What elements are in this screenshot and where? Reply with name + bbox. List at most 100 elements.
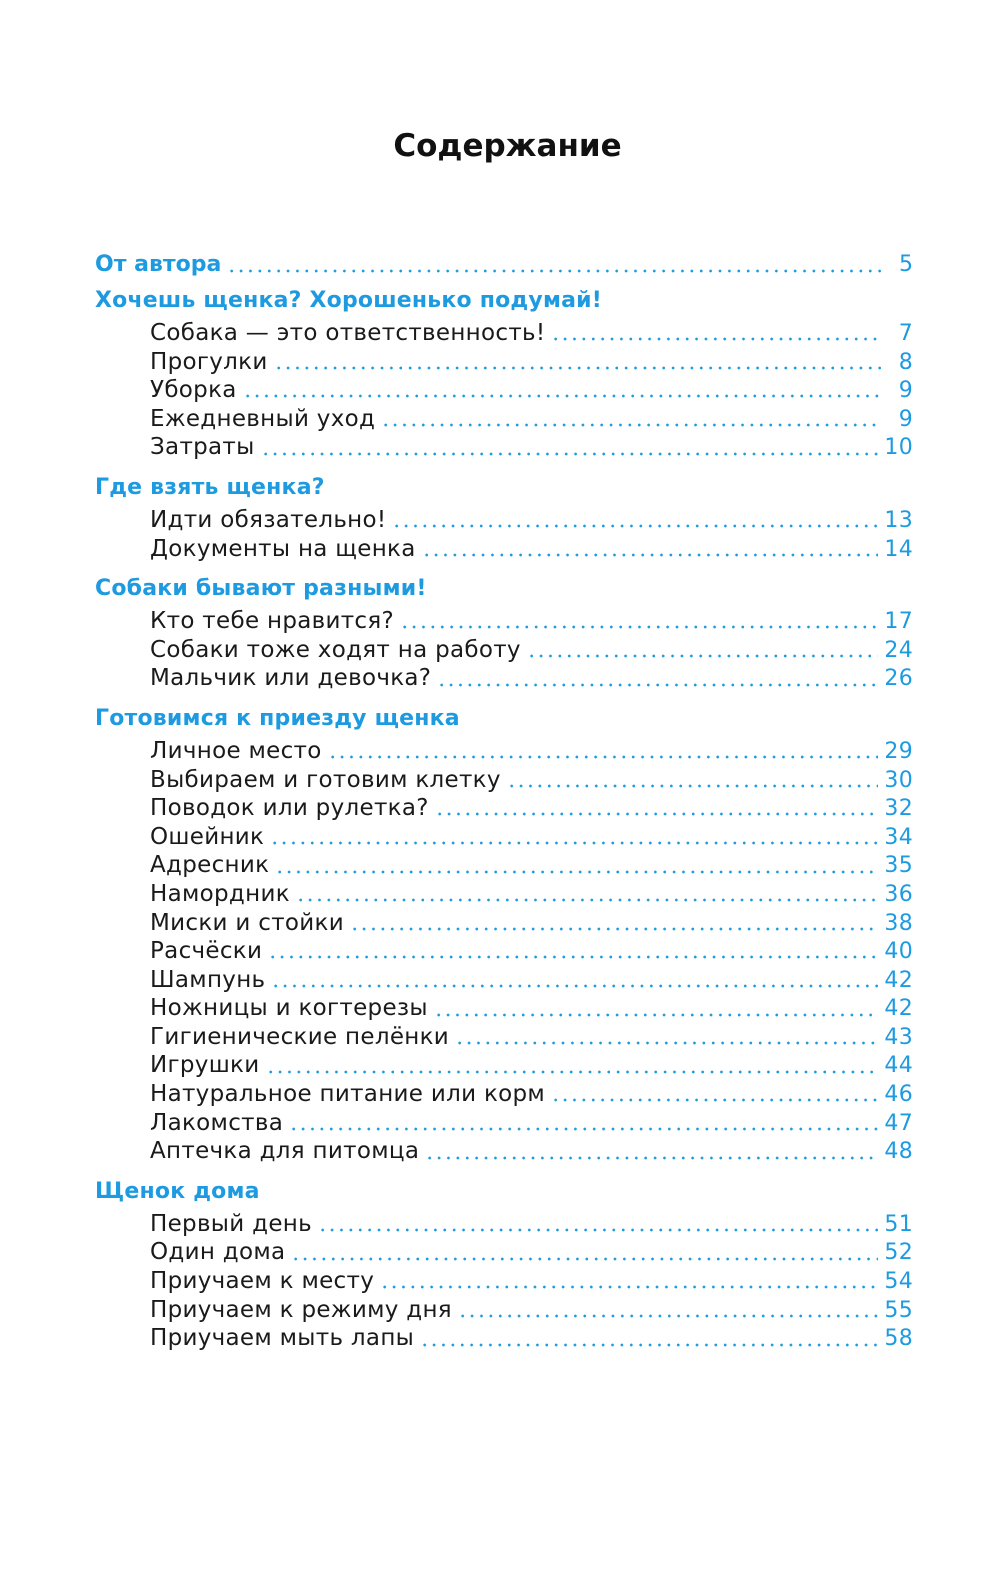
toc-entry[interactable]: Ошейник 34	[95, 823, 913, 852]
toc-entry[interactable]: Идти обязательно! 13	[95, 506, 913, 535]
toc-entry[interactable]: Приучаем к месту 54	[95, 1267, 913, 1296]
page-number: 10	[884, 435, 913, 461]
page-number: 24	[884, 637, 913, 663]
toc-entry-label: Идти обязательно!	[150, 506, 387, 533]
page-number: 38	[884, 910, 913, 936]
toc-entry-label: Мальчик или девочка?	[150, 665, 432, 692]
toc-entry[interactable]: Прогулки 8	[95, 348, 913, 377]
toc-entry-label: Намордник	[150, 880, 290, 907]
toc-entry[interactable]: Адресник 35	[95, 851, 913, 880]
toc-entry-label: Натуральное питание или корм	[150, 1081, 546, 1108]
dot-leader	[268, 955, 879, 960]
toc-entry[interactable]: Приучаем к режиму дня 55	[95, 1296, 913, 1325]
page-number: 47	[884, 1110, 913, 1136]
dot-leader	[327, 755, 879, 760]
toc-entry-label: Первый день	[150, 1210, 312, 1237]
toc-entry[interactable]: Аптечка для питомца 48	[95, 1137, 913, 1166]
toc-entry[interactable]: Собака — это ответственность! 7	[95, 319, 913, 348]
section-heading[interactable]: Собаки бывают разными!	[95, 576, 427, 602]
toc-entry[interactable]: Собаки тоже ходят на работу 24	[95, 636, 913, 665]
toc-entry-label: Уборка	[150, 377, 237, 404]
section-heading[interactable]: Готовимся к приезду щенка	[95, 705, 460, 731]
dot-leader	[265, 1069, 879, 1074]
dot-leader	[270, 841, 879, 846]
toc-entry[interactable]: Ножницы и когтерезы 42	[95, 994, 913, 1023]
dot-leader	[421, 552, 879, 557]
page-number: 7	[898, 321, 913, 346]
toc-entry-label: Приучаем к режиму дня	[150, 1296, 452, 1323]
toc-entry[interactable]: Затраты 10	[95, 433, 913, 462]
toc-section: Готовимся к приезду щенка Личное место 2…	[95, 701, 913, 1166]
toc-entry[interactable]: Один дома 52	[95, 1238, 913, 1267]
toc-entry-label: Ежедневный уход	[150, 405, 376, 432]
toc-entry-label: Кто тебе нравится?	[150, 608, 395, 635]
page-number: 58	[884, 1326, 913, 1352]
toc-entry[interactable]: Документы на щенка 14	[95, 535, 913, 564]
toc-entry[interactable]: Ежедневный уход 9	[95, 405, 913, 434]
toc-entry[interactable]: Натуральное питание или корм 46	[95, 1080, 913, 1109]
toc-entry-label: Аптечка для питомца	[150, 1138, 420, 1165]
page-number: 32	[884, 796, 913, 822]
page-number: 36	[884, 881, 913, 907]
toc-entry[interactable]: Кто тебе нравится? 17	[95, 607, 913, 636]
page-number: 13	[884, 507, 913, 533]
page-number: 5	[899, 252, 913, 277]
toc-entry-label: Ошейник	[150, 823, 265, 850]
page-number: 54	[884, 1269, 913, 1295]
page-number: 17	[884, 609, 913, 635]
section-heading[interactable]: Где взять щенка?	[95, 474, 325, 500]
dot-leader	[291, 1256, 879, 1261]
toc-section: Где взять щенка? Идти обязательно! 13 До…	[95, 470, 913, 563]
section-heading[interactable]: Щенок дома	[95, 1178, 260, 1204]
toc-entry-label: Прогулки	[150, 348, 268, 375]
toc-entry[interactable]: Расчёски 40	[95, 937, 913, 966]
toc-entry-label: Приучаем к месту	[150, 1268, 375, 1295]
page-number: 55	[884, 1297, 913, 1323]
section-heading[interactable]: Хочешь щенка? Хорошенько подумай!	[95, 288, 603, 313]
toc-entry[interactable]: Шампунь 42	[95, 966, 913, 995]
dot-leader	[425, 1155, 879, 1160]
toc-entry[interactable]: Уборка 9	[95, 376, 913, 405]
dot-leader	[455, 1041, 879, 1046]
toc-entry[interactable]: Личное место 29	[95, 737, 913, 766]
dot-leader	[275, 869, 879, 874]
page-title: Содержание	[393, 128, 622, 164]
toc-entry[interactable]: Лакомства 47	[95, 1109, 913, 1138]
toc-entry[interactable]: Выбираем и готовим клетку 30	[95, 766, 913, 795]
dot-leader	[289, 1126, 879, 1131]
toc-entry[interactable]: Поводок или рулетка? 32	[95, 794, 913, 823]
toc-entry[interactable]: Гигиенические пелёнки 43	[95, 1023, 913, 1052]
page-number: 44	[884, 1053, 913, 1079]
dot-leader	[551, 1098, 879, 1103]
toc-entry[interactable]: Мальчик или девочка? 26	[95, 664, 913, 693]
toc-entry-label: Поводок или рулетка?	[150, 795, 429, 822]
dot-leader	[400, 625, 879, 630]
page-number: 26	[884, 666, 913, 692]
page-number: 40	[884, 939, 913, 965]
toc-entry[interactable]: Приучаем мыть лапы 58	[95, 1324, 913, 1353]
page-number: 52	[884, 1240, 913, 1266]
dot-leader	[273, 365, 881, 370]
toc-entry-label: Лакомства	[150, 1109, 284, 1136]
toc-entry[interactable]: Первый день 51	[95, 1210, 913, 1239]
toc-entry-label: Шампунь	[150, 966, 266, 993]
dot-leader	[526, 654, 879, 659]
page-number: 30	[884, 767, 913, 793]
page-number: 46	[884, 1082, 913, 1108]
dot-leader	[271, 983, 879, 988]
toc-entry-label: Приучаем мыть лапы	[150, 1325, 415, 1352]
toc-entry[interactable]: Намордник 36	[95, 880, 913, 909]
toc-section: Собаки бывают разными! Кто тебе нравится…	[95, 571, 913, 693]
toc-entry[interactable]: Игрушки 44	[95, 1051, 913, 1080]
toc-entry-intro[interactable]: От автора 5	[95, 247, 913, 283]
dot-leader	[227, 269, 881, 273]
page-number: 42	[884, 996, 913, 1022]
dot-leader	[260, 451, 879, 456]
dot-leader	[380, 1285, 879, 1290]
toc-entry[interactable]: Миски и стойки 38	[95, 909, 913, 938]
toc-entry-label: Миски и стойки	[150, 909, 344, 936]
toc-entry-label: Расчёски	[150, 938, 263, 965]
dot-leader	[242, 394, 881, 399]
toc-entry-label: Адресник	[150, 852, 270, 879]
dot-leader	[433, 1012, 879, 1017]
